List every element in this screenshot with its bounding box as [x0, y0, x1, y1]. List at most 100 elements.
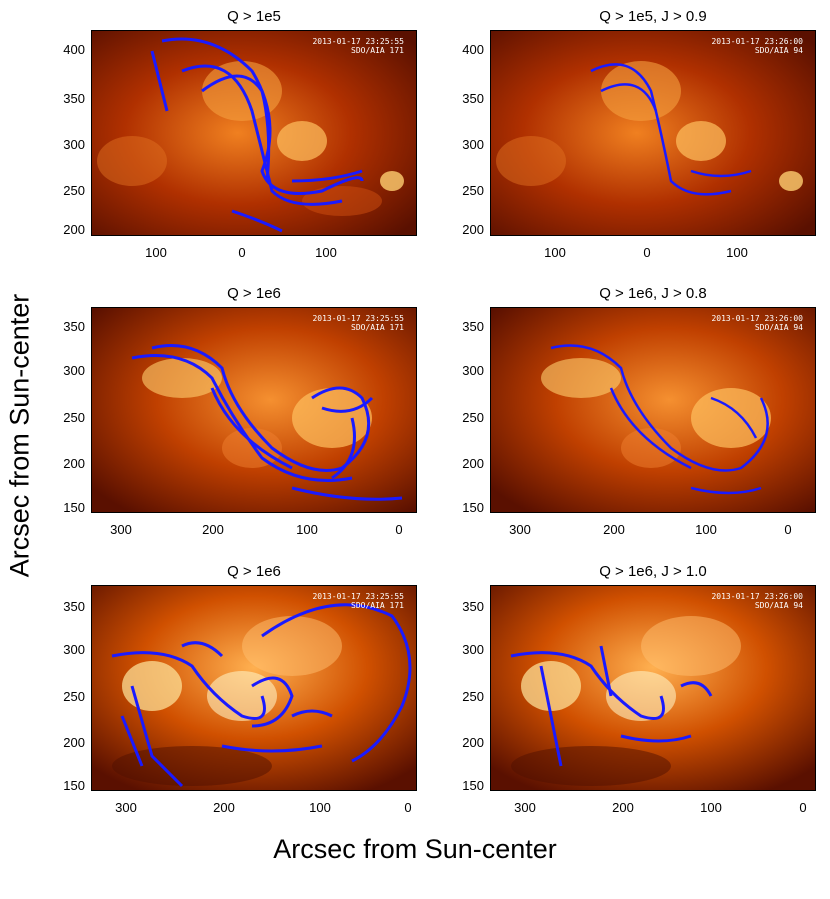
panel-3-ytick: 250: [63, 410, 85, 425]
panel-1: Q > 1e5 2013-01-17 23:25:55 SDO: [63, 8, 417, 260]
panel-1-field-lines: [150, 37, 364, 233]
panel-1-ytick: 250: [63, 183, 85, 198]
y-axis-label-wrap: Arcsec from Sun-center: [0, 294, 50, 578]
panel-4-solar-image: 2013-01-17 23:26:00 SDO/AIA 94: [490, 307, 816, 513]
panel-4-ytick: 150: [462, 500, 484, 515]
panel-6-ytick: 200: [462, 735, 484, 750]
panel-1-stamp-line1: 2013-01-17 23:25:55: [312, 37, 404, 46]
x-axis-label: Arcsec from Sun-center: [273, 834, 557, 864]
panel-1-map: [92, 31, 416, 235]
panel-6-ytick: 350: [462, 599, 484, 614]
panel-5-ytick: 150: [63, 778, 85, 793]
panel-3-ytick: 200: [63, 456, 85, 471]
panel-1-title: Q > 1e5: [227, 8, 281, 25]
panel-2: Q > 1e5, J > 0.9 2013-01-17 23:26:00 SDO/…: [462, 8, 816, 260]
panel-4-field-lines: [550, 344, 769, 495]
panel-6-ytick: 150: [462, 778, 484, 793]
panel-3-xtick: 100: [296, 522, 318, 537]
panel-5-xtick: 200: [213, 800, 235, 815]
panel-2-ytick: 250: [462, 183, 484, 198]
panel-1-xtick: 100: [145, 245, 167, 260]
panel-4-stamp: 2013-01-17 23:26:00 SDO/AIA 94: [711, 314, 803, 332]
panel-5-ytick: 350: [63, 599, 85, 614]
panel-4-stamp-line1: 2013-01-17 23:26:00: [711, 314, 803, 323]
panel-5-field-lines: [111, 603, 412, 788]
panel-5: Q > 1e6 2013-01-17: [63, 563, 417, 815]
panel-1-stamp-line2: SDO/AIA 171: [351, 46, 404, 55]
panel-2-ytick: 300: [462, 137, 484, 152]
panel-3-stamp: 2013-01-17 23:25:55 SDO/AIA 171: [312, 314, 404, 332]
panel-4-xtick: 0: [784, 522, 792, 537]
panel-4-xtick: 300: [509, 522, 531, 537]
panel-6-stamp-line2: SDO/AIA 94: [754, 601, 803, 610]
panel-6-map: [491, 586, 815, 790]
panel-5-ytick: 300: [63, 642, 85, 657]
panel-3-ytick: 300: [63, 363, 85, 378]
panel-5-solar-image: 2013-01-17 23:25:55 SDO/AIA 171: [91, 585, 417, 791]
panel-2-ytick: 200: [462, 222, 484, 237]
panel-6-xtick: 0: [799, 800, 807, 815]
panel-3-stamp-line2: SDO/AIA 171: [351, 323, 404, 332]
panel-5-stamp-line1: 2013-01-17 23:25:55: [312, 592, 404, 601]
panel-4-title: Q > 1e6, J > 0.8: [599, 285, 707, 302]
panel-2-xtick: 100: [544, 245, 566, 260]
panel-2-xtick: 0: [643, 245, 651, 260]
panel-6-solar-image: 2013-01-17 23:26:00 SDO/AIA 94: [490, 585, 816, 791]
panel-1-xtick: 0: [238, 245, 246, 260]
panel-2-stamp-line2: SDO/AIA 94: [754, 46, 803, 55]
panel-2-map: [491, 31, 815, 235]
panel-6-xtick: 200: [612, 800, 634, 815]
panel-3-xtick: 300: [110, 522, 132, 537]
panel-2-solar-image: 2013-01-17 23:26:00 SDO/AIA 94: [490, 30, 816, 236]
panel-1-solar-image: 2013-01-17 23:25:55 SDO/AIA 171: [91, 30, 417, 236]
panel-6-ytick: 300: [462, 642, 484, 657]
panel-5-xtick: 300: [115, 800, 137, 815]
panel-1-ytick: 400: [63, 42, 85, 57]
panel-3-field-lines: [131, 344, 403, 501]
panel-5-title: Q > 1e6: [227, 563, 281, 580]
panel-5-ytick: 250: [63, 689, 85, 704]
panel-6: Q > 1e6, J > 1.0 2013-01-17 23:26:00 SDO/…: [462, 563, 816, 815]
panel-1-ytick: 350: [63, 91, 85, 106]
panel-6-title: Q > 1e6, J > 1.0: [599, 563, 707, 580]
panel-4-stamp-line2: SDO/AIA 94: [754, 323, 803, 332]
panel-2-xtick: 100: [726, 245, 748, 260]
panel-6-xtick: 100: [700, 800, 722, 815]
panel-6-ytick: 250: [462, 689, 484, 704]
panel-4-ytick: 200: [462, 456, 484, 471]
panel-6-field-lines: [510, 645, 713, 767]
panel-5-ytick: 200: [63, 735, 85, 750]
panel-5-stamp: 2013-01-17 23:25:55 SDO/AIA 171: [312, 592, 404, 610]
panel-3-title: Q > 1e6: [227, 285, 281, 302]
panel-3-xtick: 200: [202, 522, 224, 537]
panel-3-ytick: 150: [63, 500, 85, 515]
panel-2-stamp-line1: 2013-01-17 23:26:00: [711, 37, 803, 46]
panel-5-xtick: 100: [309, 800, 331, 815]
panel-6-stamp: 2013-01-17 23:26:00 SDO/AIA 94: [711, 592, 803, 610]
panel-4: Q > 1e6, J > 0.8 2013-01-17 23:26:00 SDO/…: [462, 285, 816, 537]
panel-3-ytick: 350: [63, 319, 85, 334]
panel-3-solar-image: 2013-01-17 23:25:55 SDO/AIA 171: [91, 307, 417, 513]
panel-5-map: [92, 586, 416, 790]
panel-3-stamp-line1: 2013-01-17 23:25:55: [312, 314, 404, 323]
panel-1-stamp: 2013-01-17 23:25:55 SDO/AIA 171: [312, 37, 404, 55]
panel-2-ytick: 350: [462, 91, 484, 106]
panel-2-field-lines: [590, 63, 752, 196]
panel-3: Q > 1e6 2013-01-17 23:25:55 SDO/AIA 171: [63, 285, 417, 537]
panel-3-map: [92, 308, 416, 512]
panel-6-stamp-line1: 2013-01-17 23:26:00: [711, 592, 803, 601]
panel-1-xtick: 100: [315, 245, 337, 260]
panel-4-ytick: 250: [462, 410, 484, 425]
panel-5-stamp-line2: SDO/AIA 171: [351, 601, 404, 610]
panel-1-ytick: 200: [63, 222, 85, 237]
panel-2-title: Q > 1e5, J > 0.9: [599, 8, 707, 25]
panel-4-xtick: 200: [603, 522, 625, 537]
panel-5-xtick: 0: [404, 800, 412, 815]
panel-4-ytick: 350: [462, 319, 484, 334]
panel-6-xtick: 300: [514, 800, 536, 815]
panel-1-ytick: 300: [63, 137, 85, 152]
panel-2-stamp: 2013-01-17 23:26:00 SDO/AIA 94: [711, 37, 803, 55]
panel-4-ytick: 300: [462, 363, 484, 378]
panel-2-ytick: 400: [462, 42, 484, 57]
y-axis-label: Arcsec from Sun-center: [4, 293, 35, 578]
